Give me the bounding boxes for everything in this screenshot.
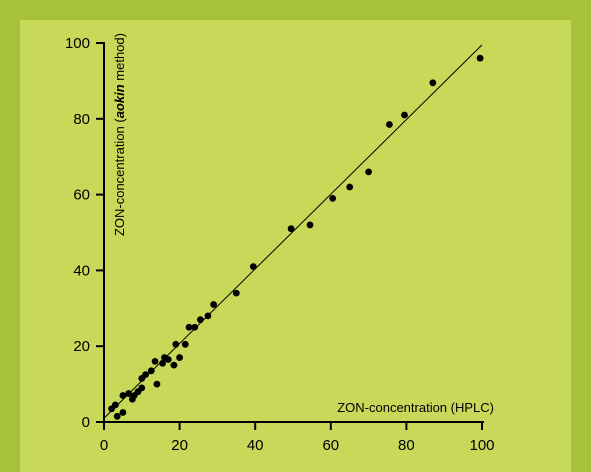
data-point [147,367,155,375]
x-tick-label: 100 [469,437,494,454]
y-tick-label: 60 [73,187,90,204]
data-point [191,323,199,331]
plot-panel [20,20,571,472]
data-point [138,384,146,392]
y-tick-label: 80 [73,111,90,128]
data-point [151,357,159,365]
y-axis-label-part1: ZON-concentration ( [112,118,127,236]
x-tick-label: 0 [100,437,108,454]
y-tick-label: 40 [73,262,90,279]
data-point [365,168,372,176]
data-point [476,54,484,62]
data-point [142,371,149,379]
data-point [401,111,408,119]
data-point [385,121,393,128]
data-point [111,401,119,409]
y-axis-label-part2: aokin [112,84,127,118]
data-point [181,340,189,348]
data-point [329,194,337,202]
data-point [249,263,257,271]
x-tick-label: 80 [398,437,415,454]
data-point [172,340,180,348]
data-point [204,312,212,320]
data-point [176,354,184,361]
data-point [210,301,218,308]
data-point [159,359,166,367]
data-point [287,225,295,233]
y-tick-label: 100 [65,35,90,52]
data-point [153,380,161,388]
data-point [232,289,240,297]
data-point [119,409,127,416]
x-tick-label: 20 [171,437,188,454]
y-tick-label: 20 [73,338,90,355]
y-tick-label: 0 [82,414,90,431]
y-axis-label-part3: method) [112,33,127,84]
data-point [196,316,204,324]
data-point [429,79,437,87]
data-point [119,392,127,399]
data-point [164,356,172,363]
data-point [185,323,193,331]
data-points [108,54,484,420]
data-point [346,183,354,191]
data-point [306,221,314,229]
y-axis-label: ZON-concentration (aokin method) [112,33,127,236]
x-tick-label: 40 [247,437,264,454]
x-tick-label: 60 [322,437,339,454]
x-axis-label: ZON-concentration (HPLC) [337,400,494,415]
data-point [113,412,121,420]
data-point [125,390,132,397]
data-point [170,361,178,369]
axes: 0 20 40 60 80 100 0 20 40 60 80 100 [65,35,495,454]
